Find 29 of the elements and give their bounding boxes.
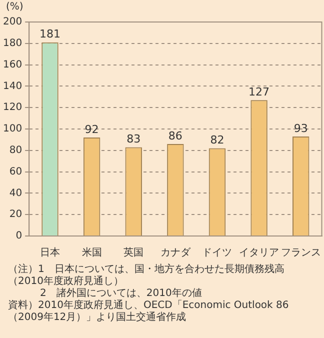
y-tick-label: 120 <box>2 102 22 114</box>
data-label: 127 <box>248 85 270 98</box>
y-tick-label: 200 <box>2 16 22 28</box>
y-tick-label: 0 <box>16 230 22 242</box>
y-axis-title: (%) <box>6 2 24 13</box>
y-tick-label: 80 <box>9 144 22 156</box>
text: 2 諸外国については、2010年の値 <box>39 288 203 300</box>
x-tick-label: 米国 <box>82 246 102 259</box>
y-tick-label: 160 <box>2 59 22 70</box>
x-tick-label: 英国 <box>124 246 144 259</box>
data-label: 92 <box>84 122 99 136</box>
y-tick-label: 60 <box>9 166 22 178</box>
y-tick-label: 100 <box>2 124 22 135</box>
y-tick-label: 140 <box>2 80 22 92</box>
y-tick-label: 40 <box>9 188 22 199</box>
x-tick-label: カナダ <box>160 246 192 259</box>
text: 資料）2010年度政府見通し、OECD「Economic Outlook 86（2009年12月）」より国土交通省作成 <box>8 300 290 324</box>
x-tick-label: イタリア <box>239 248 280 259</box>
data-label: 82 <box>210 134 224 147</box>
data-label: 93 <box>294 122 308 135</box>
x-tick-label: ドイツ <box>202 248 232 259</box>
data-label: 86 <box>168 129 182 142</box>
y-tick-label: 180 <box>2 38 22 49</box>
text: （注）1 日本については、国・地方を合わせた長期債務残高（2010年度政府見通し） <box>8 264 286 288</box>
y-tick-label: 20 <box>9 209 22 220</box>
data-label: 181 <box>39 28 60 41</box>
x-tick-label: フランス <box>280 248 321 259</box>
data-label: 83 <box>126 132 141 146</box>
x-tick-label: 日本 <box>40 246 60 259</box>
